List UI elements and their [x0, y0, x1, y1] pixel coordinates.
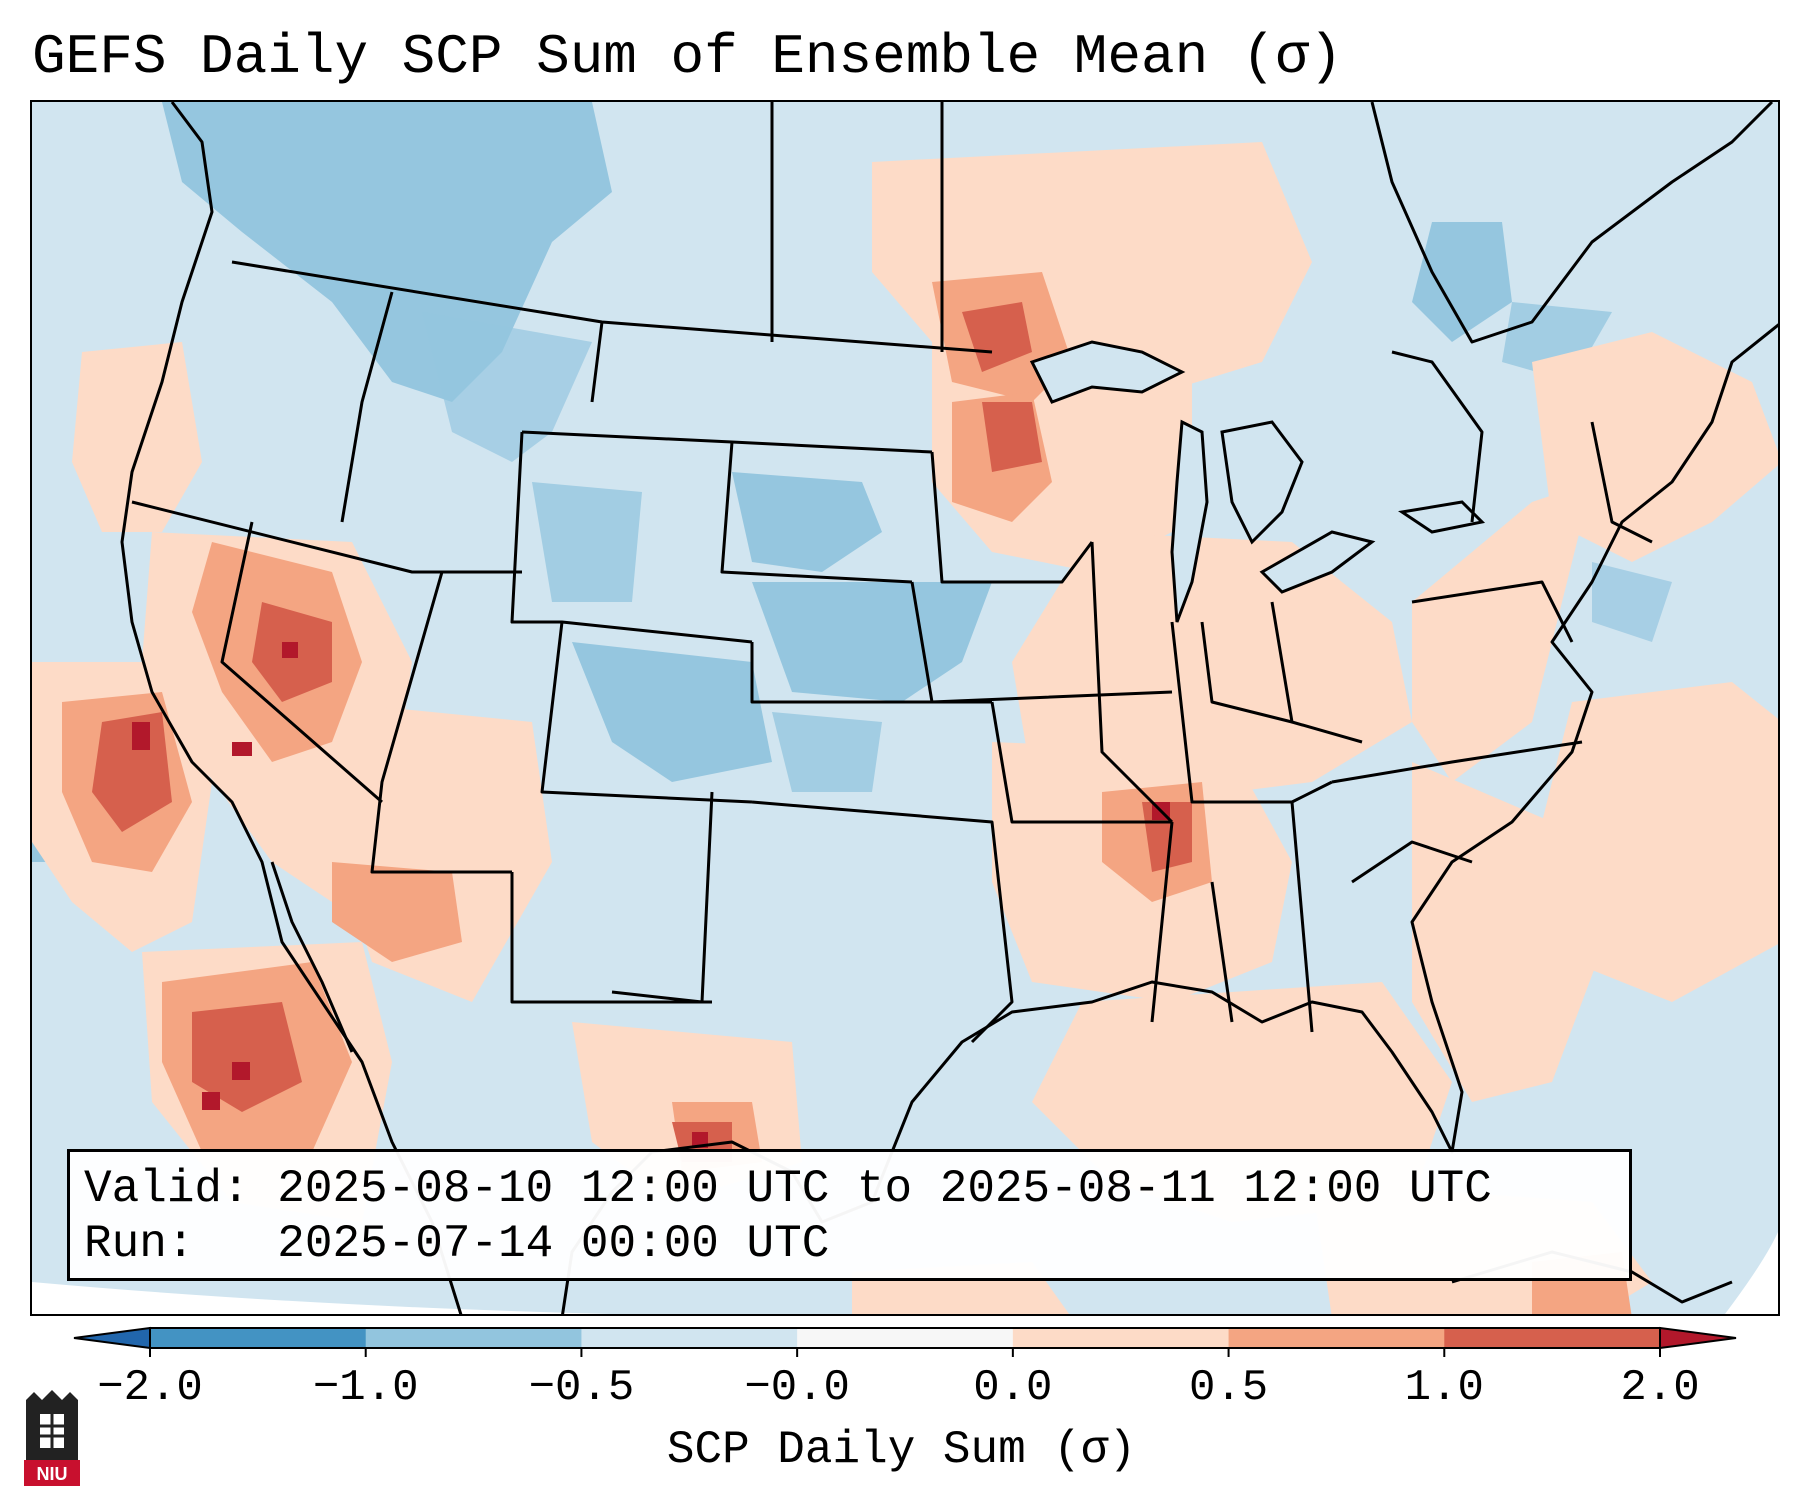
anomaly-area — [1532, 332, 1778, 562]
state-border — [930, 451, 1094, 584]
anomaly-area — [982, 402, 1042, 472]
state-border — [751, 800, 1014, 1044]
anomaly-cell — [232, 742, 252, 756]
lake-ontario — [1398, 500, 1486, 534]
state-border — [131, 500, 522, 574]
anomaly-area — [332, 862, 462, 962]
anomaly-area — [1412, 222, 1512, 342]
colorbar-segment — [1012, 1328, 1230, 1348]
colorbar — [73, 1326, 1737, 1357]
state-border — [510, 431, 753, 644]
state-border — [910, 581, 1173, 704]
state-border — [1331, 740, 1583, 784]
state-border — [340, 291, 394, 523]
anomaly-area — [572, 642, 772, 782]
state-border — [540, 621, 753, 804]
colorbar-tick-label: 0.0 — [973, 1363, 1053, 1413]
anomaly-area — [422, 312, 592, 462]
negative-anomaly-areas — [32, 102, 1672, 862]
coastline — [270, 861, 354, 1053]
state-border — [1150, 821, 1174, 1023]
colorbar-segments — [73, 1326, 1737, 1350]
colorbar-ticks — [149, 1348, 1661, 1357]
colorbar-tick-label: 2.0 — [1620, 1363, 1700, 1413]
anomaly-area — [532, 482, 642, 602]
great-lakes — [1029, 340, 1486, 623]
anomaly-area — [92, 712, 172, 832]
anomaly-area — [1412, 482, 1592, 782]
state-border — [1270, 601, 1363, 744]
lake-superior — [1029, 340, 1186, 404]
state-border — [1200, 621, 1293, 724]
map-panel — [30, 100, 1780, 1316]
colorbar-frame — [149, 1327, 1661, 1349]
colorbar-label: SCP Daily Sum (σ) — [666, 1424, 1137, 1476]
anomaly-area — [1412, 762, 1612, 1102]
state-border — [720, 441, 913, 584]
state-border — [590, 321, 604, 403]
state-border — [1411, 580, 1574, 643]
anomaly-area — [72, 342, 202, 532]
coastline — [120, 102, 463, 1314]
niu-logo: NIU — [24, 1390, 80, 1486]
state-border — [510, 872, 712, 1004]
off-domain-area — [1724, 1231, 1778, 1314]
anomaly-cell — [132, 722, 150, 750]
colorbar-tick-label: 0.5 — [1188, 1363, 1269, 1413]
state-border — [1210, 881, 1234, 1023]
colorbar-over-arrow — [1659, 1326, 1737, 1350]
anomaly-area — [752, 582, 992, 702]
lake-michigan — [1170, 419, 1209, 623]
state-border — [611, 791, 714, 1004]
state-border — [1391, 350, 1484, 523]
colorbar-under-arrow — [73, 1326, 151, 1350]
colorbar-segment — [1444, 1328, 1661, 1348]
anomaly-area — [192, 1002, 302, 1112]
state-border — [1351, 840, 1473, 884]
anomaly-area — [962, 302, 1032, 372]
map-title: GEFS Daily SCP Sum of Ensemble Mean (σ) — [32, 25, 1343, 89]
coastline — [1370, 102, 1774, 344]
valid-time-text: Valid: 2025-08-10 12:00 UTC to 2025-08-1… — [84, 1163, 1492, 1215]
colorbar-tick-label: −0.5 — [528, 1363, 635, 1413]
anomaly-cell — [282, 642, 298, 658]
logo-banner — [24, 1460, 80, 1486]
colorbar-tick-label: 1.0 — [1404, 1363, 1484, 1413]
state-border — [990, 701, 1172, 824]
state-border — [220, 521, 383, 804]
anomaly-area — [1012, 532, 1412, 802]
lake-huron — [1220, 420, 1304, 545]
colorbar-segment — [150, 1328, 367, 1348]
state-borders — [131, 102, 1653, 1044]
logo-text: NIU — [37, 1464, 68, 1484]
lake-erie — [1259, 530, 1376, 594]
state-border — [750, 642, 992, 704]
map-canvas — [32, 102, 1778, 1314]
colorbar-segment — [365, 1328, 582, 1348]
state-border — [1090, 541, 1174, 824]
anomaly-cell — [202, 1092, 220, 1110]
anomaly-area — [732, 472, 882, 572]
colorbar-tick-label: −1.0 — [312, 1363, 419, 1413]
run-time-text: Run: 2025-07-14 00:00 UTC — [84, 1218, 830, 1270]
colorbar-segment — [581, 1328, 798, 1348]
colorbar-segment — [797, 1328, 1014, 1348]
anomaly-area — [1592, 562, 1672, 642]
state-border — [1170, 621, 1333, 804]
state-border — [1290, 801, 1314, 1033]
state-border — [370, 571, 512, 874]
colorbar-tick-label: −2.0 — [97, 1363, 203, 1413]
valid-run-info-box: Valid: 2025-08-10 12:00 UTC to 2025-08-1… — [67, 1149, 1632, 1281]
anomaly-cell — [232, 1062, 250, 1080]
state-border — [1590, 421, 1653, 544]
off-domain-area — [32, 1282, 611, 1314]
colorbar-segment — [1228, 1328, 1445, 1348]
colorbar-tick-label: −0.0 — [744, 1363, 850, 1413]
anomaly-area — [772, 712, 882, 792]
